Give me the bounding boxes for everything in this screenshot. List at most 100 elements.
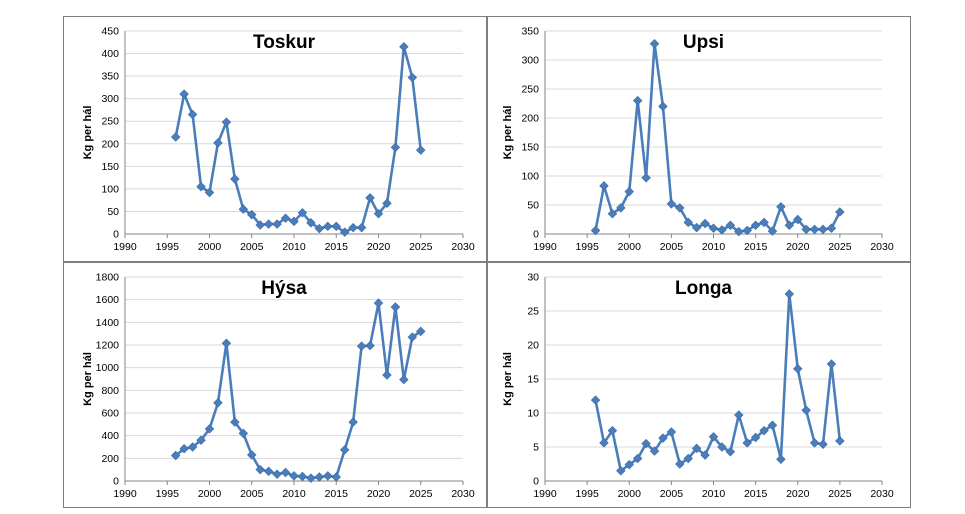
data-point — [314, 223, 325, 234]
data-point — [801, 405, 811, 416]
data-point — [390, 142, 401, 153]
data-point — [365, 340, 375, 351]
data-point — [767, 420, 778, 430]
chart-panel-upsi: 0 50 100 150 200 250 300 350 1990 1995 2000 2005 201… — [487, 16, 911, 262]
data-point — [348, 222, 358, 233]
data-point — [734, 410, 744, 420]
data-point — [187, 109, 198, 120]
data-point — [742, 438, 752, 448]
data-point — [784, 220, 795, 231]
y-tick-label: 200 — [101, 453, 119, 465]
y-tick-label: 0 — [533, 229, 539, 241]
y-tick-label: 100 — [101, 183, 119, 195]
data-point — [331, 472, 341, 482]
x-tick-label: 2015 — [325, 488, 349, 500]
data-point — [767, 226, 778, 236]
data-point — [213, 138, 223, 148]
data-point — [649, 446, 660, 456]
data-point — [348, 417, 358, 427]
x-tick-label: 2015 — [744, 488, 768, 500]
chart-title: Upsi — [683, 32, 724, 53]
chart-panel-hýsa: 0 200 400 600 800 1000 1200 1400 1600 1800 1990 199… — [63, 262, 487, 508]
y-tick-label: 5 — [533, 442, 539, 454]
chart-panel-toskur: 0 50 100 150 200 250 300 350 400 450 1990 1995 2000 2… — [63, 16, 487, 262]
data-point — [793, 214, 803, 225]
data-point — [675, 203, 685, 213]
data-point — [700, 450, 710, 460]
data-point — [323, 221, 333, 232]
x-tick-label: 2010 — [282, 241, 306, 253]
data-point — [306, 473, 316, 483]
data-point — [272, 469, 282, 479]
x-tick-label: 2020 — [786, 488, 810, 500]
data-point — [416, 326, 426, 337]
data-point — [390, 302, 401, 312]
data-point — [196, 435, 206, 445]
data-point — [801, 224, 811, 235]
chart-title: Longa — [675, 278, 732, 299]
chart-panel-longa: 0 5 10 15 20 25 30 1990 1995 2000 2005 2010 2015 2020… — [487, 262, 911, 508]
data-point — [683, 453, 693, 464]
y-tick-label: 100 — [521, 171, 539, 183]
x-tick-label: 2000 — [618, 488, 642, 500]
data-point — [179, 443, 189, 454]
y-tick-label: 150 — [101, 161, 119, 173]
data-point — [407, 72, 418, 83]
data-point — [179, 89, 189, 99]
data-point — [616, 466, 626, 476]
data-point — [331, 221, 341, 232]
data-point — [289, 216, 299, 227]
data-point — [356, 222, 367, 233]
data-point — [187, 442, 198, 452]
data-point — [323, 471, 333, 481]
y-tick-label: 1400 — [96, 317, 120, 329]
x-tick-label: 1990 — [113, 488, 137, 500]
data-point — [170, 450, 181, 461]
y-tick-label: 250 — [101, 116, 119, 128]
x-tick-label: 1995 — [575, 488, 599, 500]
data-point — [297, 471, 308, 482]
data-point — [204, 187, 215, 198]
data-point — [658, 101, 668, 112]
y-tick-label: 1800 — [96, 272, 120, 284]
data-point — [835, 436, 845, 446]
x-tick-label: 2005 — [240, 241, 264, 253]
data-point — [725, 220, 736, 231]
data-point — [759, 217, 769, 228]
data-point — [407, 332, 418, 342]
data-point — [725, 447, 736, 457]
x-tick-label: 2000 — [198, 241, 222, 253]
x-tick-label: 2010 — [702, 488, 726, 500]
data-point — [373, 208, 384, 219]
data-point — [750, 220, 761, 231]
series-line — [594, 42, 842, 233]
y-tick-label: 1000 — [96, 362, 120, 374]
x-tick-label: 1995 — [156, 241, 180, 253]
data-point — [784, 289, 795, 299]
data-point — [314, 472, 325, 482]
series-line — [594, 292, 842, 473]
chart-svg: 0 200 400 600 800 1000 1200 1400 1600 1800 1990 199… — [82, 272, 475, 501]
x-tick-label: 2020 — [367, 241, 391, 253]
data-point — [675, 459, 685, 469]
data-point — [691, 222, 702, 233]
data-point — [717, 225, 727, 235]
y-tick-label: 10 — [527, 408, 539, 420]
data-point — [776, 202, 786, 212]
y-tick-label: 0 — [533, 476, 539, 488]
data-point — [641, 173, 651, 183]
data-point — [382, 198, 392, 209]
x-tick-label: 2025 — [409, 241, 433, 253]
data-point — [666, 427, 677, 437]
data-point — [255, 464, 265, 475]
data-point — [607, 425, 618, 436]
data-point — [238, 204, 249, 214]
data-point — [170, 132, 181, 142]
data-point — [272, 219, 282, 229]
data-point — [196, 181, 206, 192]
data-point — [818, 224, 828, 235]
chart-title: Hýsa — [261, 278, 307, 299]
data-point — [230, 174, 240, 184]
y-tick-label: 300 — [101, 93, 119, 105]
